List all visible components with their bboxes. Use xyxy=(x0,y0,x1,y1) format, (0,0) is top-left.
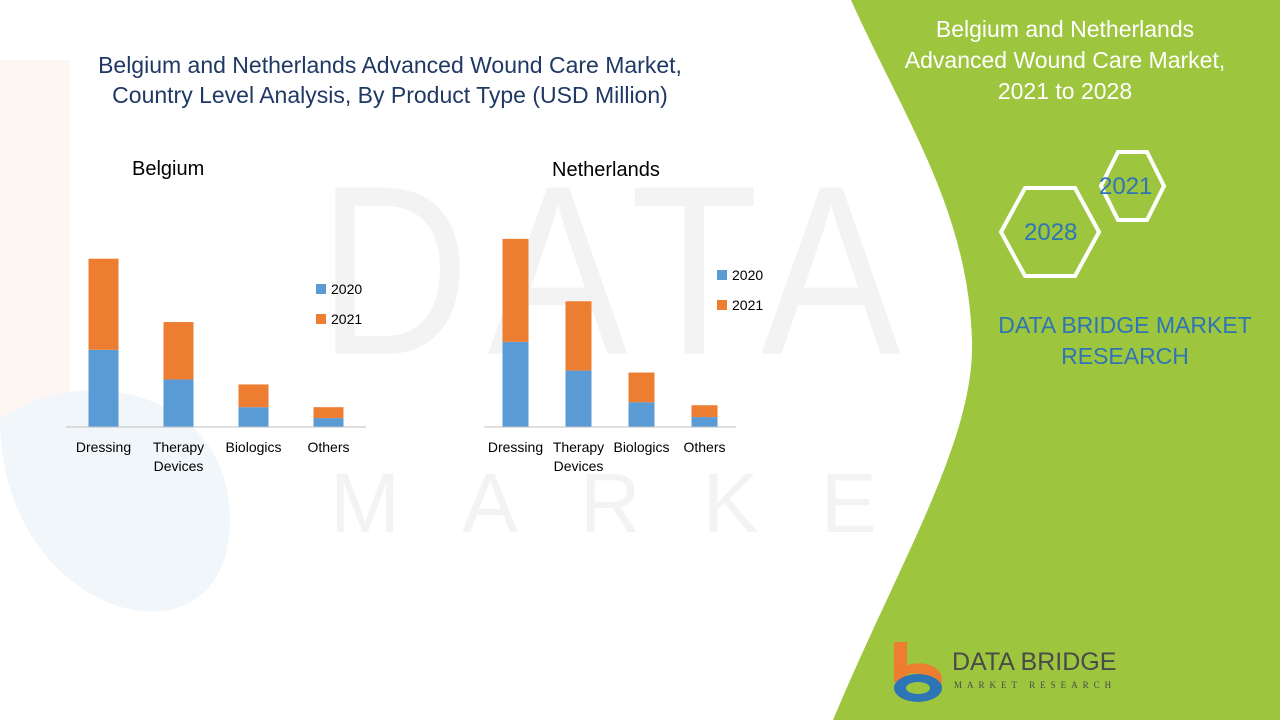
x-tick-label-line: Devices xyxy=(554,458,604,474)
legend-label-2021: 2021 xyxy=(331,311,362,327)
legend-swatch-2021 xyxy=(316,314,326,324)
logo-name: DATA BRIDGE xyxy=(952,648,1117,676)
hexagon-icon xyxy=(998,150,1167,278)
x-tick-label: Dressing xyxy=(488,439,543,455)
bar-2020-1 xyxy=(163,379,194,427)
logo-tagline: MARKET RESEARCH xyxy=(954,680,1117,690)
x-tick-label-line: Others xyxy=(307,439,349,455)
x-tick-label: Others xyxy=(307,439,349,455)
x-tick-label: Biologics xyxy=(225,439,281,455)
chart-title: Belgium and Netherlands Advanced Wound C… xyxy=(80,50,700,110)
legend-swatch-2020 xyxy=(316,284,326,294)
legend-swatch-2020 xyxy=(717,270,727,280)
x-tick-label-line: Devices xyxy=(154,458,204,474)
chart-title-line-1: Belgium and Netherlands Advanced Wound C… xyxy=(98,52,682,78)
legend-swatch-2021 xyxy=(717,300,727,310)
bar-2020-3 xyxy=(313,418,344,427)
belgium-chart: Dressing Therapy Devices Biologics Others 202… xyxy=(66,258,366,474)
brand-name-line-2: RESEARCH xyxy=(1061,343,1189,369)
legend-label-2021: 2021 xyxy=(732,297,763,313)
bar-2021-3 xyxy=(313,407,344,419)
panel-title-belgium: Belgium xyxy=(132,158,205,180)
brand-name-line-1: DATA BRIDGE MARKET xyxy=(998,312,1252,338)
bar-2020-3 xyxy=(691,417,718,427)
logo-icon xyxy=(894,642,942,702)
bar-2020-0 xyxy=(88,349,119,427)
bar-2021-1 xyxy=(163,322,194,380)
company-logo: DATA BRIDGE MARKET RESEARCH xyxy=(880,638,1120,708)
x-tick-label: Biologics xyxy=(613,439,669,455)
x-tick-label-line: Therapy xyxy=(553,439,604,455)
x-tick-label: Therapy Devices xyxy=(553,439,604,474)
x-tick-label-line: Biologics xyxy=(225,439,281,455)
side-title: Belgium and Netherlands Advanced Wound C… xyxy=(880,14,1250,107)
bar-2020-2 xyxy=(238,407,269,427)
x-tick-label-line: Dressing xyxy=(76,439,131,455)
legend-label-2020: 2020 xyxy=(331,281,362,297)
bar-2021-2 xyxy=(628,372,655,403)
x-tick-label: Therapy Devices xyxy=(153,439,204,474)
side-title-line-3: 2021 to 2028 xyxy=(997,78,1133,104)
x-tick-label-line: Others xyxy=(683,439,725,455)
brand-name: DATA BRIDGE MARKET RESEARCH xyxy=(990,310,1260,372)
bar-2021-0 xyxy=(502,238,529,342)
bar-2020-2 xyxy=(628,402,655,427)
netherlands-chart: Dressing Therapy Devices Biologics Others 202… xyxy=(484,238,763,474)
bar-2020-0 xyxy=(502,341,529,427)
hex-year-2028: 2028 xyxy=(1024,219,1078,246)
x-tick-label-line: Biologics xyxy=(613,439,669,455)
x-tick-label: Others xyxy=(683,439,725,455)
legend-label-2020: 2020 xyxy=(732,267,763,283)
x-tick-label-line: Dressing xyxy=(488,439,543,455)
bar-2021-3 xyxy=(691,405,718,418)
bar-2020-1 xyxy=(565,370,592,427)
bar-2021-0 xyxy=(88,258,119,350)
side-title-line-2: Advanced Wound Care Market, xyxy=(904,47,1226,73)
x-tick-label: Dressing xyxy=(76,439,131,455)
hex-year-2021: 2021 xyxy=(1099,173,1153,200)
side-title-line-1: Belgium and Netherlands xyxy=(935,16,1195,42)
bar-2021-1 xyxy=(565,301,592,371)
panel-title-netherlands: Netherlands xyxy=(552,159,660,181)
x-tick-label-line: Therapy xyxy=(153,439,204,455)
chart-title-line-2: Country Level Analysis, By Product Type … xyxy=(112,82,668,108)
bar-2021-2 xyxy=(238,384,269,408)
